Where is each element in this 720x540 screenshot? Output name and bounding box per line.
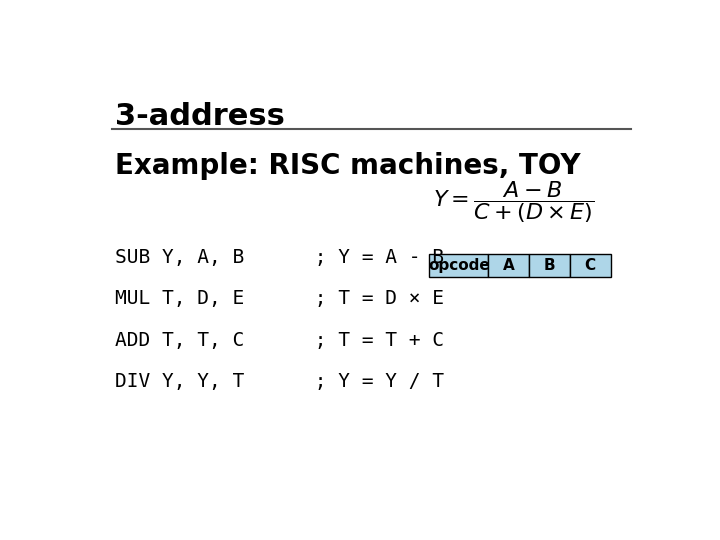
Text: C: C bbox=[585, 258, 595, 273]
Text: B: B bbox=[544, 258, 555, 273]
FancyBboxPatch shape bbox=[429, 254, 488, 277]
FancyBboxPatch shape bbox=[529, 254, 570, 277]
Text: SUB Y, A, B      ; Y = A - B: SUB Y, A, B ; Y = A - B bbox=[115, 248, 444, 267]
FancyBboxPatch shape bbox=[488, 254, 529, 277]
Text: MUL T, D, E      ; T = D × E: MUL T, D, E ; T = D × E bbox=[115, 289, 444, 308]
Text: opcode: opcode bbox=[428, 258, 490, 273]
Text: DIV Y, Y, T      ; Y = Y / T: DIV Y, Y, T ; Y = Y / T bbox=[115, 373, 444, 392]
FancyBboxPatch shape bbox=[570, 254, 611, 277]
Text: 3-address: 3-address bbox=[115, 102, 285, 131]
Text: ADD T, T, C      ; T = T + C: ADD T, T, C ; T = T + C bbox=[115, 331, 444, 350]
Text: Example: RISC machines, TOY: Example: RISC machines, TOY bbox=[115, 152, 581, 180]
Text: $Y = \dfrac{A - B}{C + (D \times E)}$: $Y = \dfrac{A - B}{C + (D \times E)}$ bbox=[433, 179, 595, 225]
Text: A: A bbox=[503, 258, 515, 273]
